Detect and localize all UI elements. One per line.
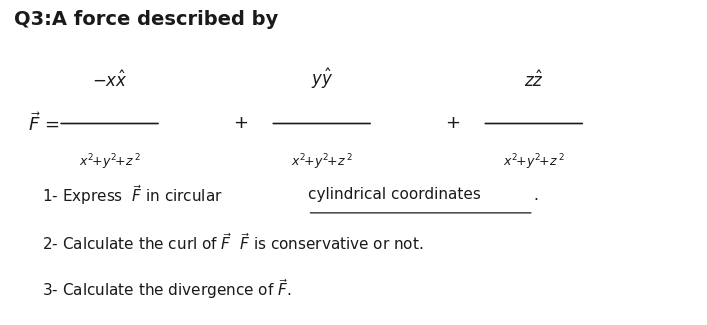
Text: 2- Calculate the curl of $\vec{F}$  $\vec{F}$ is conservative or not.: 2- Calculate the curl of $\vec{F}$ $\vec… [42,232,424,253]
Text: .: . [534,188,539,202]
Text: $y\hat{y}$: $y\hat{y}$ [310,66,333,91]
Text: $+$: $+$ [445,114,460,133]
Text: $z\hat{z}$: $z\hat{z}$ [524,71,544,91]
Text: $x^2\!\!+\!y^2\!\!+\!z^{\,2}$: $x^2\!\!+\!y^2\!\!+\!z^{\,2}$ [291,153,353,172]
Text: $x^2\!\!+\!y^2\!\!+\!z^{\,2}$: $x^2\!\!+\!y^2\!\!+\!z^{\,2}$ [503,153,565,172]
Text: 3- Calculate the divergence of $\vec{F}$.: 3- Calculate the divergence of $\vec{F}$… [42,277,292,301]
Text: $x^2\!\!+\!y^2\!\!+\!z^{\,2}$: $x^2\!\!+\!y^2\!\!+\!z^{\,2}$ [78,153,141,172]
Text: cylindrical coordinates: cylindrical coordinates [308,188,481,202]
Text: 1- Express  $\vec{F}$ in circular: 1- Express $\vec{F}$ in circular [42,183,223,207]
Text: $+$: $+$ [233,114,248,133]
Text: Q3:A force described by: Q3:A force described by [14,10,279,29]
Text: 4- Calculate the potential of $\vec{F}$.: 4- Calculate the potential of $\vec{F}$. [42,324,275,325]
Text: $\vec{F}\,=$: $\vec{F}\,=$ [28,112,60,135]
Text: $-x\hat{x}$: $-x\hat{x}$ [92,71,127,91]
